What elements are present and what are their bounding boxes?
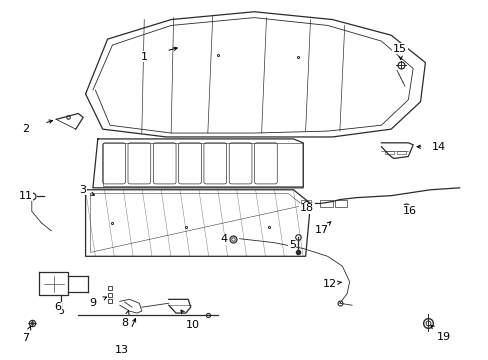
Text: 13: 13 bbox=[115, 345, 129, 355]
Text: 15: 15 bbox=[392, 44, 406, 54]
Bar bbox=[334, 199, 346, 207]
Bar bbox=[102, 143, 303, 186]
Text: 16: 16 bbox=[402, 206, 416, 216]
Text: 5: 5 bbox=[288, 239, 295, 249]
Text: 19: 19 bbox=[436, 332, 450, 342]
Text: 4: 4 bbox=[220, 234, 227, 244]
Bar bbox=[300, 199, 310, 206]
Text: 14: 14 bbox=[431, 142, 445, 152]
Text: 11: 11 bbox=[19, 191, 33, 201]
Text: 3: 3 bbox=[80, 185, 86, 195]
Text: 6: 6 bbox=[54, 302, 61, 312]
Bar bbox=[385, 150, 393, 154]
Text: 12: 12 bbox=[323, 279, 336, 289]
Text: 17: 17 bbox=[314, 225, 328, 235]
Text: 7: 7 bbox=[22, 333, 29, 343]
Text: 1: 1 bbox=[141, 52, 147, 62]
Bar bbox=[396, 150, 405, 154]
Bar bbox=[320, 199, 332, 207]
Text: 2: 2 bbox=[22, 124, 29, 134]
Text: 10: 10 bbox=[186, 320, 200, 330]
Text: 18: 18 bbox=[300, 203, 313, 213]
Text: 9: 9 bbox=[89, 298, 96, 308]
Text: 8: 8 bbox=[121, 318, 128, 328]
